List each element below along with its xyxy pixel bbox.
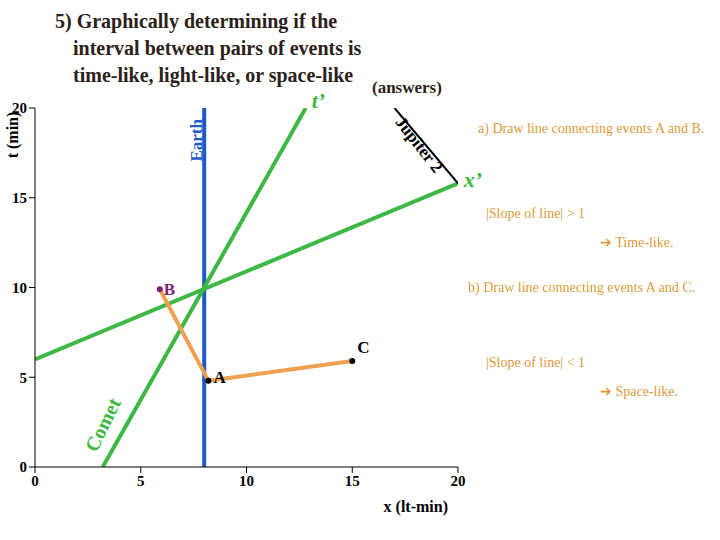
svg-text:Comet: Comet [80, 394, 125, 455]
svg-text:A: A [213, 368, 226, 387]
html-text:(answers): (answers) [372, 78, 442, 97]
svg-text:t (min): t (min) [8, 112, 22, 159]
svg-text:x’: x’ [463, 167, 482, 192]
svg-text:B: B [164, 280, 175, 299]
html-text:➔ Time-like.: ➔ Time-like. [600, 235, 674, 250]
svg-text:15: 15 [345, 473, 360, 489]
svg-text:t’: t’ [312, 88, 325, 113]
svg-text:x (lt-min): x (lt-min) [384, 498, 448, 516]
svg-text:10: 10 [239, 473, 254, 489]
svg-text:5: 5 [137, 473, 145, 489]
svg-text:20: 20 [12, 100, 27, 116]
html-text:|Slope of line| > 1: |Slope of line| > 1 [486, 206, 585, 221]
svg-text:5: 5 [20, 370, 28, 386]
svg-text:0: 0 [20, 459, 28, 475]
svg-text:15: 15 [12, 190, 27, 206]
html-text:5) Graphically determining if: 5) Graphically determining if the interv… [55, 10, 362, 86]
html-text:a) Draw line connecting events: a) Draw line connecting events A and B. [478, 121, 705, 136]
svg-text:C: C [357, 338, 369, 357]
svg-text:Jupiter 2: Jupiter 2 [391, 113, 446, 176]
svg-text:20: 20 [451, 473, 466, 489]
html-text:b) Draw line connecting events: b) Draw line connecting events A and C. [468, 280, 696, 295]
svg-text:0: 0 [31, 473, 39, 489]
svg-text:Earth: Earth [187, 119, 206, 162]
svg-text:10: 10 [12, 280, 27, 296]
html-text:|Slope of line| < 1: |Slope of line| < 1 [486, 355, 585, 370]
html-text:➔ Space-like.: ➔ Space-like. [600, 384, 679, 399]
